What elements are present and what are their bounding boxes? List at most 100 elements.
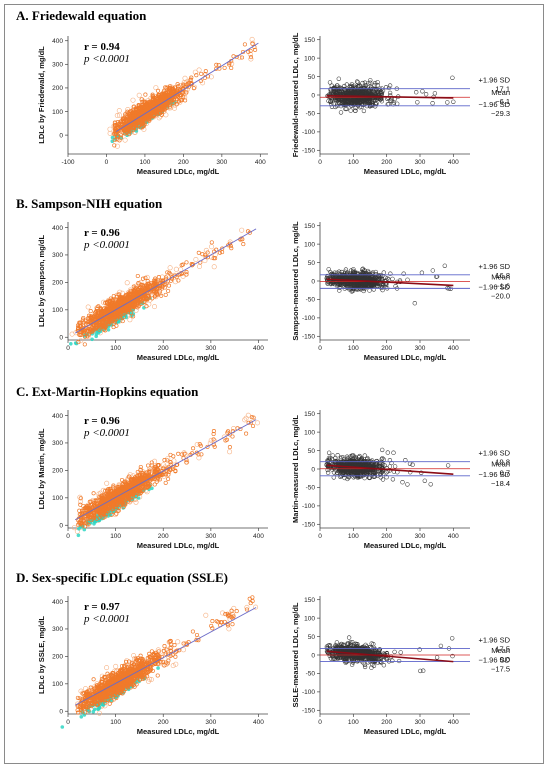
mean-label: Mean [491,273,510,282]
scatter-point [91,491,96,496]
ba-x-axis-label: Measured LDLc, mg/dL [364,167,447,176]
correlation-r: r = 0.96 [84,227,120,239]
ba-point [451,99,456,104]
ba-point [415,100,420,105]
scatter-point [150,94,155,99]
y-tick-label: -150 [302,334,315,341]
ba-point [390,276,395,282]
scatter-point [229,65,234,71]
scatter-point [209,244,215,250]
y-tick-label: 300 [52,62,63,69]
y-tick-label: 400 [52,38,63,45]
scatter-point [163,112,169,118]
scatter-point [242,42,247,47]
scatter-point [140,99,145,104]
x-tick-label: 400 [448,345,459,352]
scatter-point [110,135,115,140]
scatter-point [237,55,243,61]
scatter-point [152,304,158,310]
ba-point [395,101,400,106]
scatter-point [197,263,203,269]
scatter-point [153,85,159,91]
bland-altman-plot-b: 0 100 200 300 400-150-100-50050100150Measure… [291,221,511,362]
scatter-point [174,102,179,107]
y-tick-label: -150 [302,148,315,155]
ba-point [353,105,358,111]
scatter-point [249,36,255,42]
x-tick-label: 200 [381,159,392,166]
scatter-point [172,105,178,111]
y-tick-label: 300 [52,252,63,259]
scatter-point [88,309,93,314]
scatter-point [155,88,161,93]
scatter-point [227,449,233,455]
ba-point [387,83,393,88]
x-tick-label: 0 [66,345,70,352]
scatter-point [191,86,196,91]
x-tick-label: 300 [415,159,426,166]
scatter-point [116,108,122,114]
y-tick-label: -50 [306,297,316,304]
scatter-point [182,75,188,81]
scatter-point [76,533,81,538]
scatter-point [180,262,185,267]
y-tick-label: 100 [52,109,63,116]
scatter-point [112,143,117,148]
lower-limit-value: −29.3 [491,109,510,118]
scatter-point [211,264,217,270]
x-tick-label: 200 [158,345,169,352]
panel-b-title: B. Sampson-NIH equation [16,196,163,211]
scatter-point [124,280,130,286]
correlation-r: r = 0.94 [84,41,120,53]
ba-point [361,108,367,114]
ba-point [327,80,333,85]
scatter-x-axis-label: Measured LDLc, mg/dL [137,167,220,176]
y-tick-label: 150 [304,37,315,44]
ba-point [368,78,373,83]
panel-d-title: D. Sex-specific LDLc equation (SSLE) [16,570,228,585]
ba-point [412,301,417,306]
scatter-point [85,304,91,310]
scatter-point [104,480,110,486]
y-tick-label: -100 [302,315,315,322]
x-tick-label: 0 [318,159,322,166]
x-tick-label: 0 [105,159,109,166]
ba-point [450,75,455,80]
scatter-point [163,292,168,297]
scatter-point [114,113,120,119]
ba-point [419,270,425,275]
scatter-point [135,273,140,279]
x-tick-label: 300 [205,345,216,352]
scatter-point [173,266,179,272]
scatter-point [130,97,136,103]
scatter-point [229,61,235,67]
scatter-point [150,92,155,97]
ba-point [432,91,438,96]
scatter-point [90,337,94,342]
mean-label: Mean [491,88,510,97]
ba-point [430,268,435,273]
x-tick-label: 300 [216,159,227,166]
y-tick-label: 100 [304,55,315,62]
panel-a-title: A. Friedewald equation [16,8,147,23]
lower-limit-label: −1.96 SD [479,100,511,109]
y-tick-label: 0 [59,132,63,139]
x-tick-label: 200 [178,159,189,166]
y-tick-label: 50 [308,260,316,267]
ba-point [375,80,380,85]
scatter-y-axis-label: LDLc by Friedewald, mg/dL [37,46,46,144]
bland-altman-plot-a: 0 100 200 300 400-150-100-50050100150Measure… [291,32,511,176]
x-tick-label: -100 [61,159,74,166]
scatter-point [125,109,130,114]
x-tick-label: 0 [318,345,322,352]
upper-limit-label: +1.96 SD [479,76,511,85]
p-value: p <0.0001 [83,239,130,251]
y-tick-label: 100 [52,307,63,314]
ba-point [442,263,447,268]
scatter-point [208,74,214,80]
ba-point [423,92,429,97]
